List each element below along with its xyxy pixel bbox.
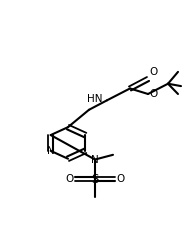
Text: O: O [117,174,125,184]
Text: O: O [149,89,157,99]
Text: HN: HN [87,94,102,104]
Text: N: N [91,154,99,164]
Text: O: O [150,67,158,77]
Text: N: N [47,146,54,156]
Text: O: O [65,174,73,184]
Text: S: S [91,173,99,186]
